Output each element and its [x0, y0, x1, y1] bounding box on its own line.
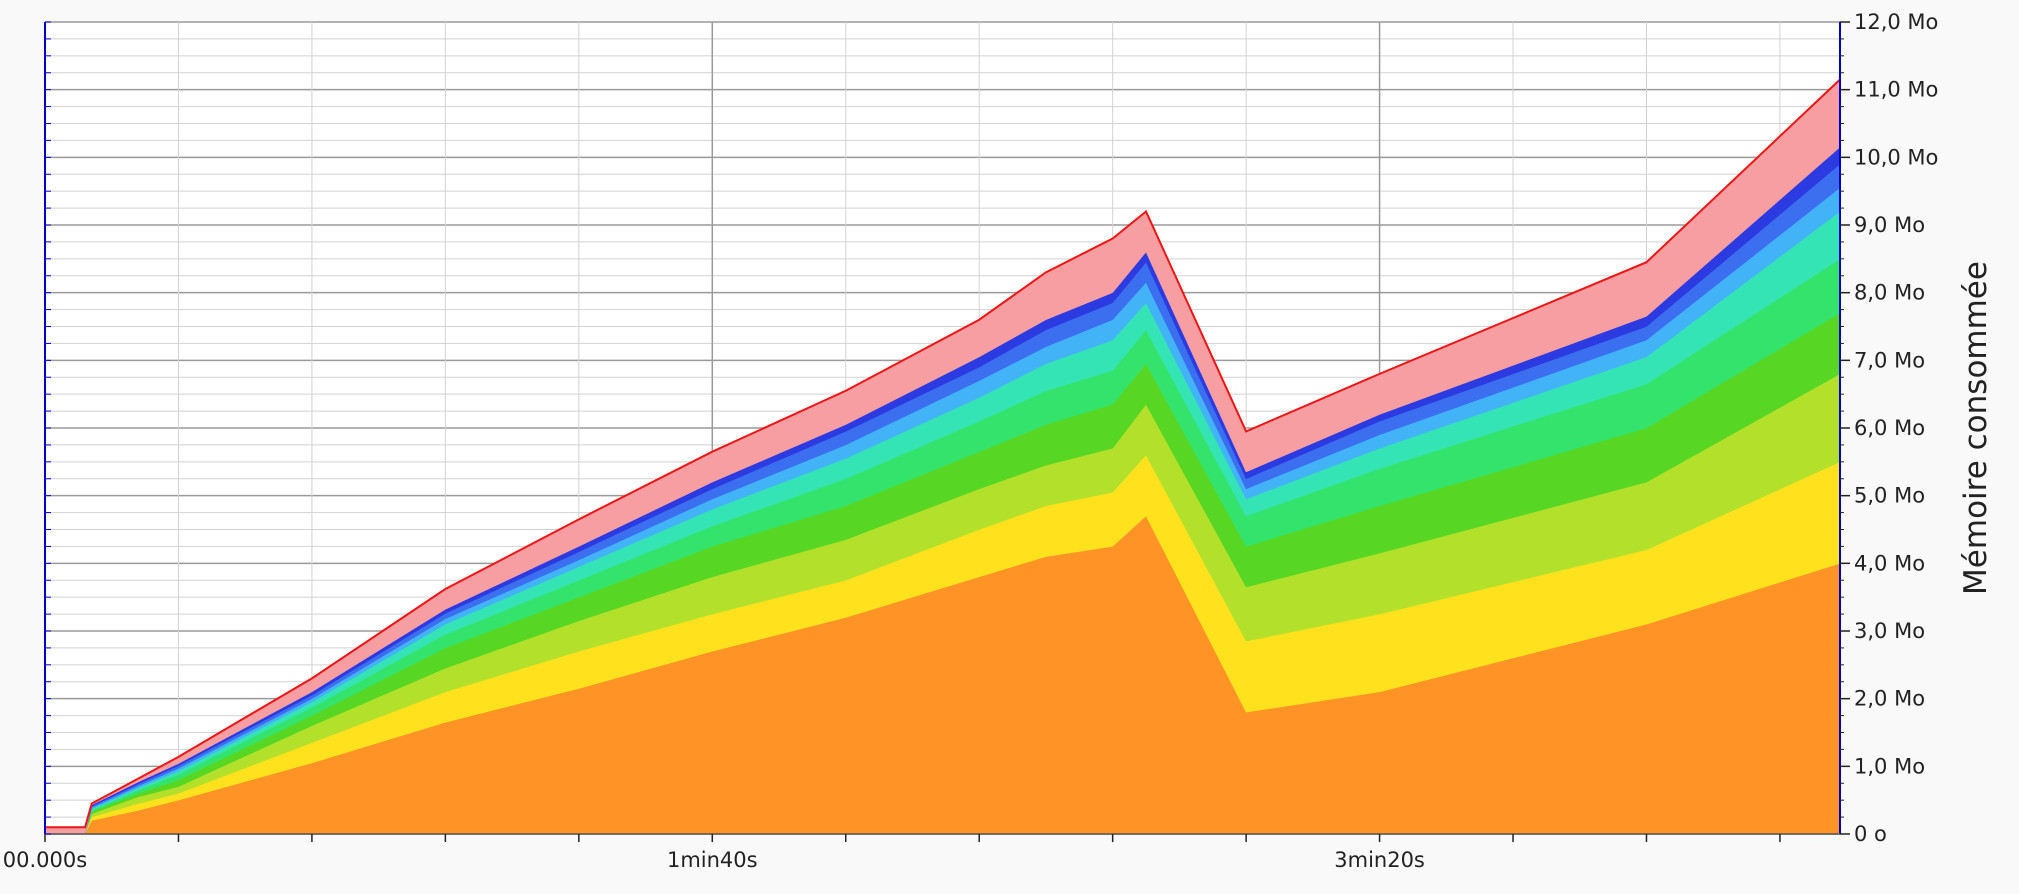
y-tick-label: 2,0 Mo	[1854, 687, 1925, 711]
x-tick-label: 1min40s	[667, 848, 758, 872]
y-tick-label: 0 o	[1854, 822, 1887, 846]
y-axis-title: Mémoire consommée	[1958, 261, 1994, 595]
axes: 0 o 1,0 Mo 2,0 Mo 3,0 Mo 4,0 Mo 5,0 Mo 6,0 Mo 7…	[3, 10, 1939, 872]
y-tick-label: 6,0 Mo	[1854, 416, 1925, 440]
y-tick-label: 8,0 Mo	[1854, 281, 1925, 305]
peak-memory-line	[45, 78, 1841, 829]
y-tick-label: 12,0 Mo	[1854, 10, 1938, 34]
y-tick-label: 4,0 Mo	[1854, 551, 1925, 575]
x-tick-label: 3min20s	[1334, 848, 1425, 872]
y-tick-label: 7,0 Mo	[1854, 348, 1925, 372]
y-tick-label: 1,0 Mo	[1854, 754, 1925, 778]
y-tick-label: 10,0 Mo	[1854, 145, 1938, 169]
y-tick-label: 11,0 Mo	[1854, 78, 1938, 102]
peak-line-layer	[45, 78, 1841, 829]
y-tick-label: 9,0 Mo	[1854, 213, 1925, 237]
y-tick-label: 5,0 Mo	[1854, 484, 1925, 508]
x-tick-label: 00.000s	[3, 848, 87, 872]
y-tick-label: 3,0 Mo	[1854, 619, 1925, 643]
